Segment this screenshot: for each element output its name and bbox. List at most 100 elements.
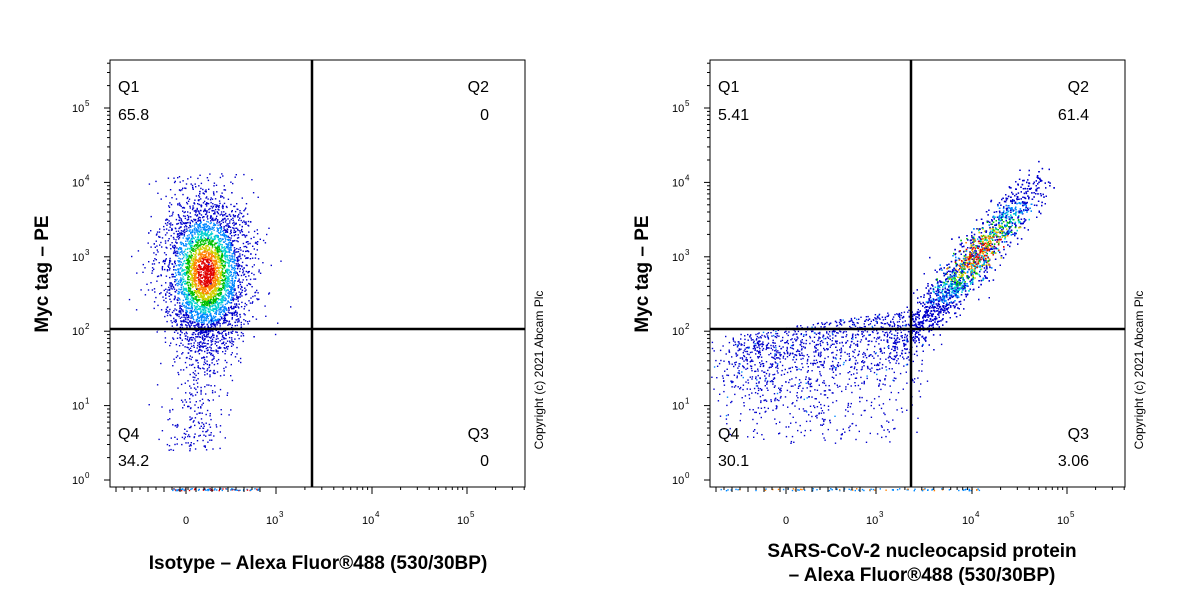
data-point	[225, 247, 227, 250]
data-point	[227, 244, 229, 246]
data-point	[200, 318, 203, 320]
data-point	[191, 393, 193, 395]
data-point	[177, 203, 179, 205]
data-point	[180, 324, 182, 326]
data-point	[230, 307, 233, 309]
data-point	[235, 294, 237, 296]
data-point	[217, 230, 219, 232]
data-point	[193, 443, 195, 445]
data-point	[164, 263, 166, 265]
data-point	[198, 295, 200, 297]
data-point	[188, 265, 191, 267]
data-point	[153, 307, 155, 310]
data-point	[206, 293, 209, 295]
data-point	[208, 263, 210, 266]
data-point	[208, 303, 211, 305]
data-point	[198, 257, 200, 260]
data-point	[185, 293, 188, 296]
data-point	[200, 268, 202, 271]
data-point	[192, 395, 194, 397]
data-point	[237, 236, 240, 239]
data-point	[234, 325, 236, 327]
data-point	[190, 237, 193, 240]
data-point	[224, 303, 227, 306]
data-point	[155, 240, 157, 242]
data-point	[178, 311, 180, 313]
x-tick-exponent: 4	[375, 510, 380, 519]
data-point	[227, 324, 229, 326]
data-point	[187, 217, 190, 219]
data-point	[187, 405, 189, 407]
data-point	[224, 285, 227, 287]
data-point	[178, 283, 180, 285]
data-point	[165, 228, 168, 230]
data-point	[186, 237, 188, 239]
data-point	[209, 352, 211, 354]
data-point	[183, 222, 185, 224]
data-point	[242, 250, 244, 252]
data-point	[207, 264, 209, 266]
data-point	[199, 253, 201, 255]
data-point	[231, 211, 233, 213]
data-point	[191, 293, 194, 296]
data-point	[216, 287, 218, 290]
data-point	[245, 270, 247, 273]
data-point	[206, 256, 208, 258]
data-point	[218, 313, 220, 315]
data-point	[247, 250, 249, 252]
data-point	[192, 371, 194, 374]
data-point	[189, 435, 191, 438]
data-point	[234, 176, 236, 178]
data-point	[196, 214, 199, 216]
data-point	[185, 262, 188, 265]
data-point	[199, 244, 201, 247]
data-point	[216, 489, 218, 491]
data-point	[215, 259, 217, 261]
data-point	[151, 267, 154, 269]
data-point	[200, 229, 202, 231]
data-point	[223, 286, 226, 288]
data-point	[201, 305, 203, 307]
data-point	[181, 488, 184, 490]
data-point	[189, 364, 191, 366]
data-point	[202, 292, 205, 294]
data-point	[218, 258, 220, 260]
data-point	[195, 247, 197, 249]
data-point	[222, 279, 224, 281]
data-point	[217, 282, 219, 284]
data-point	[212, 358, 214, 360]
data-point	[197, 322, 199, 324]
data-point	[194, 333, 197, 336]
data-point	[203, 193, 205, 195]
data-point	[204, 213, 207, 216]
data-point	[197, 350, 199, 353]
data-point	[209, 413, 211, 415]
data-point	[208, 262, 211, 264]
data-point	[199, 341, 202, 343]
data-point	[178, 265, 181, 267]
data-point	[207, 268, 209, 271]
data-point	[258, 271, 260, 273]
data-point	[214, 237, 216, 239]
data-point	[199, 223, 201, 225]
data-point	[179, 307, 181, 310]
data-point	[196, 207, 198, 210]
data-point	[200, 271, 203, 273]
data-point	[216, 274, 218, 276]
data-point	[222, 282, 225, 284]
data-point	[217, 253, 219, 255]
data-point	[184, 211, 186, 213]
data-point	[194, 433, 196, 435]
data-point	[195, 259, 197, 262]
data-point	[218, 346, 221, 348]
data-point	[222, 488, 224, 490]
data-point	[214, 273, 216, 275]
data-point	[230, 181, 232, 183]
data-point	[211, 258, 213, 260]
data-point	[199, 247, 202, 250]
data-point	[191, 283, 194, 286]
data-point	[177, 238, 180, 240]
data-point	[228, 306, 230, 309]
data-point	[233, 307, 235, 310]
data-point	[178, 297, 181, 300]
